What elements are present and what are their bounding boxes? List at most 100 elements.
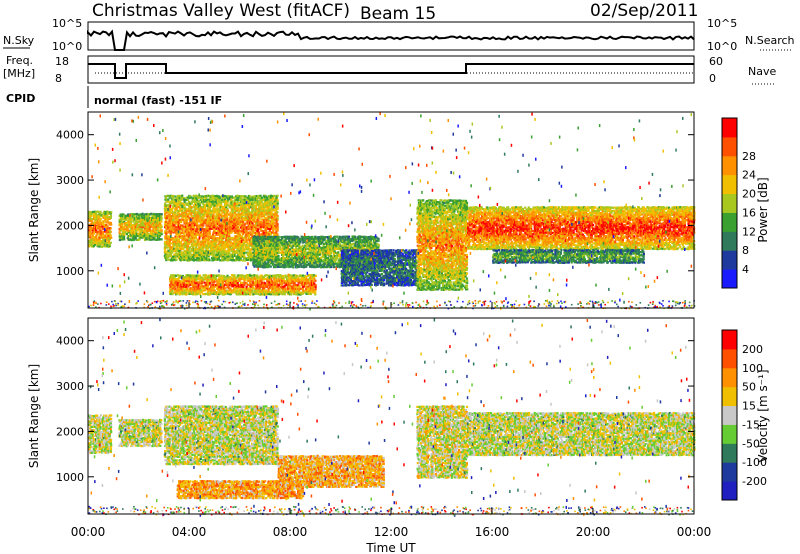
- data-cell: [169, 286, 171, 288]
- data-cell: [161, 213, 163, 215]
- data-cell: [269, 230, 271, 232]
- data-cell: [262, 230, 264, 232]
- data-cell: [269, 284, 271, 286]
- data-cell: [277, 226, 279, 228]
- data-cell: [264, 278, 266, 280]
- data-cell: [224, 276, 226, 278]
- data-cell: [183, 252, 185, 254]
- data-cell: [272, 197, 274, 199]
- data-cell: [261, 204, 263, 206]
- power-scatter: [88, 112, 696, 311]
- data-cell: [270, 195, 272, 197]
- cpid-label: CPID: [6, 92, 35, 105]
- data-cell: [144, 220, 146, 222]
- data-cell: [279, 274, 281, 276]
- data-cell: [174, 212, 176, 214]
- data-cell: [195, 279, 197, 281]
- data-cell: [119, 232, 121, 234]
- data-cell: [178, 206, 180, 208]
- data-cell: [305, 293, 307, 295]
- data-cell: [167, 199, 169, 201]
- data-cell: [228, 244, 230, 246]
- data-cell: [181, 210, 183, 212]
- data-cell: [172, 206, 174, 208]
- data-cell: [248, 228, 250, 230]
- chart-title: Christmas Valley West (fitACF): [92, 1, 350, 21]
- data-cell: [225, 282, 227, 284]
- data-cell: [181, 204, 183, 206]
- data-cell: [126, 233, 128, 235]
- data-cell: [199, 293, 201, 295]
- data-cell: [227, 258, 229, 260]
- data-cell: [252, 228, 254, 230]
- data-cell: [89, 234, 91, 236]
- data-cell: [233, 276, 235, 278]
- nsky-panel: [88, 22, 694, 50]
- data-cell: [157, 226, 159, 228]
- data-cell: [256, 212, 258, 214]
- data-cell: [315, 288, 317, 290]
- data-cell: [314, 280, 316, 282]
- data-cell: [255, 293, 257, 295]
- nsky-tick-top: 10^5: [52, 17, 82, 30]
- data-cell: [242, 259, 244, 261]
- data-cell: [315, 284, 317, 286]
- data-cell: [123, 233, 125, 235]
- data-cell: [172, 204, 174, 206]
- data-cell: [104, 211, 106, 213]
- data-cell: [273, 195, 275, 197]
- data-cell: [279, 264, 281, 266]
- data-cell: [102, 231, 104, 233]
- data-cell: [183, 282, 185, 284]
- data-cell: [298, 293, 300, 295]
- data-cell: [260, 286, 262, 288]
- data-cell: [232, 213, 234, 215]
- data-cell: [277, 195, 279, 197]
- data-cell: [191, 282, 193, 284]
- data-cell: [133, 229, 135, 231]
- data-cell: [277, 202, 279, 204]
- data-cell: [194, 240, 196, 242]
- data-cell: [277, 215, 279, 217]
- data-cell: [284, 293, 286, 295]
- data-cell: [196, 254, 198, 256]
- data-cell: [208, 280, 210, 282]
- data-cell: [186, 203, 188, 205]
- data-cell: [232, 200, 234, 202]
- data-cell: [235, 199, 237, 201]
- data-cell: [218, 257, 220, 259]
- data-cell: [226, 219, 228, 221]
- data-cell: [164, 202, 166, 204]
- data-cell: [261, 216, 263, 218]
- data-cell: [227, 200, 229, 202]
- data-cell: [126, 224, 128, 226]
- data-cell: [186, 280, 188, 282]
- data-cell: [245, 219, 247, 221]
- data-cell: [209, 293, 211, 295]
- data-cell: [224, 287, 226, 289]
- data-cell: [231, 292, 233, 294]
- data-cell: [199, 275, 201, 277]
- cpid-text: normal (fast) -151 IF: [94, 94, 222, 107]
- data-cell: [284, 266, 286, 268]
- data-cell: [277, 208, 279, 210]
- freq-panel: [88, 56, 694, 83]
- data-cell: [221, 236, 223, 238]
- data-cell: [201, 277, 203, 279]
- data-cell: [190, 239, 192, 241]
- data-cell: [310, 293, 312, 295]
- data-cell: [299, 291, 301, 293]
- data-cell: [126, 226, 128, 228]
- data-cell: [107, 225, 109, 227]
- data-cell: [233, 219, 235, 221]
- nave-tick-bottom: 0: [709, 72, 716, 85]
- data-cell: [243, 252, 245, 254]
- data-cell: [160, 224, 162, 226]
- data-cell: [99, 220, 101, 222]
- data-cell: [272, 230, 274, 232]
- freq-trace: [88, 64, 694, 78]
- data-cell: [131, 226, 133, 228]
- data-cell: [161, 217, 163, 219]
- data-cell: [204, 282, 206, 284]
